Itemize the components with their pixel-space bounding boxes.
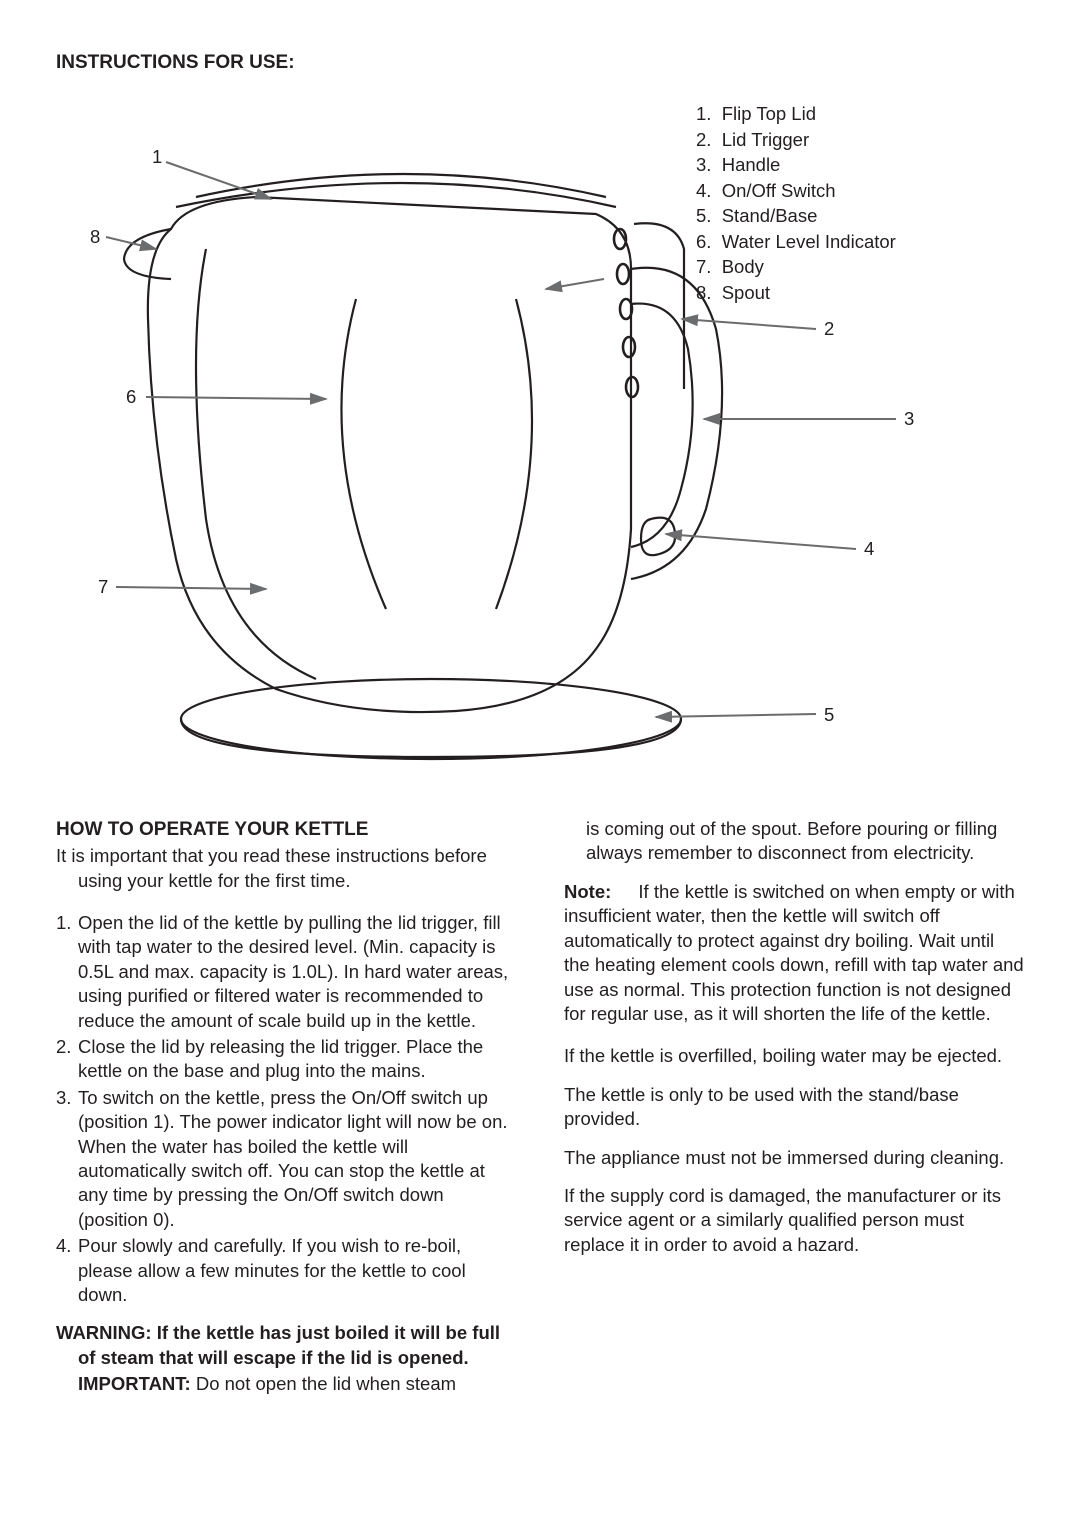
legend-item: 7. Body (696, 254, 896, 280)
legend-item: 5. Stand/Base (696, 203, 896, 229)
kettle-diagram: 1 8 6 7 2 3 4 5 1. Flip Top Lid 2. Lid T… (56, 89, 1024, 789)
para-cord: If the supply cord is damaged, the manuf… (564, 1184, 1024, 1257)
callout-1: 1 (152, 145, 162, 169)
step-item: To switch on the kettle, press the On/Of… (56, 1086, 516, 1232)
column-right: is coming out of the spout. Before pouri… (564, 817, 1024, 1397)
step-item: Pour slowly and carefully. If you wish t… (56, 1234, 516, 1307)
column-left: HOW TO OPERATE YOUR KETTLE It is importa… (56, 817, 516, 1397)
important-label: IMPORTANT: (78, 1373, 191, 1394)
legend-item: 1. Flip Top Lid (696, 101, 896, 127)
legend-item: 3. Handle (696, 152, 896, 178)
legend-item: 2. Lid Trigger (696, 127, 896, 153)
para-overfill: If the kettle is overfilled, boiling wat… (564, 1044, 1024, 1068)
callout-3: 3 (904, 407, 914, 431)
section-title: HOW TO OPERATE YOUR KETTLE (56, 817, 516, 842)
note-label: Note: (564, 881, 611, 902)
callout-7: 7 (98, 575, 108, 599)
page-title: INSTRUCTIONS FOR USE: (56, 50, 1024, 75)
important-text-a: Do not open the lid when steam (191, 1373, 456, 1394)
para-stand: The kettle is only to be used with the s… (564, 1083, 1024, 1132)
parts-legend: 1. Flip Top Lid 2. Lid Trigger 3. Handle… (696, 101, 896, 305)
step-item: Close the lid by releasing the lid trigg… (56, 1035, 516, 1084)
note-text: If the kettle is switched on when empty … (564, 881, 1024, 1024)
steps-list: Open the lid of the kettle by pulling th… (56, 911, 516, 1308)
para-immerse: The appliance must not be immersed durin… (564, 1146, 1024, 1170)
intro-text: It is important that you read these inst… (56, 844, 516, 893)
legend-item: 6. Water Level Indicator (696, 229, 896, 255)
callout-4: 4 (864, 537, 874, 561)
callout-8: 8 (90, 225, 100, 249)
legend-item: 4. On/Off Switch (696, 178, 896, 204)
step-item: Open the lid of the kettle by pulling th… (56, 911, 516, 1033)
legend-item: 8. Spout (696, 280, 896, 306)
text-columns: HOW TO OPERATE YOUR KETTLE It is importa… (56, 817, 1024, 1397)
warning-text: WARNING: If the kettle has just boiled i… (56, 1321, 516, 1370)
callout-2: 2 (824, 317, 834, 341)
callout-6: 6 (126, 385, 136, 409)
important-text-b: is coming out of the spout. Before pouri… (564, 817, 1024, 866)
callout-5: 5 (824, 703, 834, 727)
